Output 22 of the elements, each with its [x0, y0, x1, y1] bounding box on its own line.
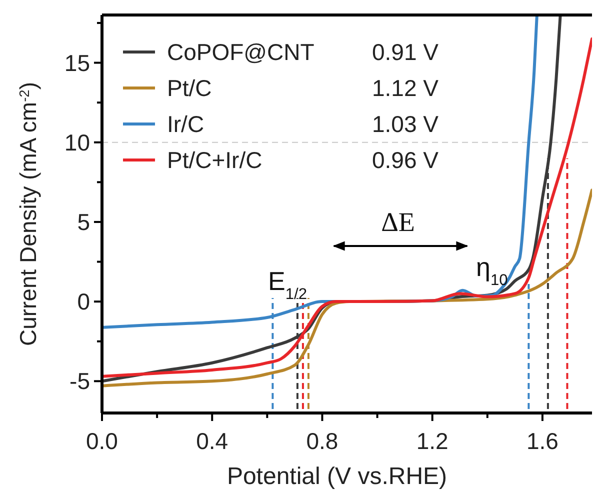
annotation: ΔE — [381, 207, 415, 237]
x-tick-label: 0.0 — [86, 428, 118, 454]
x-tick-label: 0.4 — [196, 428, 228, 454]
legend-label: CoPOF@CNT — [167, 39, 314, 66]
y-tick-label: 10 — [64, 129, 90, 156]
annotation: η$_{10}$ — [476, 252, 508, 288]
annotation: E$_{1/2}$ — [268, 266, 308, 302]
x-tick-label: 1.6 — [526, 428, 558, 454]
legend-label: Ir/C — [167, 111, 204, 138]
annotation: 1.12 V — [372, 75, 440, 102]
x-axis-title: Potential (V vs.RHE) — [226, 463, 448, 490]
annotation: 1.03 V — [372, 111, 440, 138]
annotation: 0.96 V — [372, 147, 440, 174]
y-tick-label: -5 — [70, 368, 90, 394]
annotation: 0.91 V — [372, 39, 440, 66]
y-tick-label: 5 — [77, 209, 90, 236]
y-tick-label: 0 — [77, 288, 90, 315]
legend-label: Pt/C+Ir/C — [167, 147, 262, 174]
y-tick-label: 15 — [64, 50, 90, 76]
x-tick-label: 1.2 — [416, 428, 448, 454]
x-tick-label: 0.8 — [306, 428, 338, 454]
legend-label: Pt/C — [167, 75, 212, 102]
